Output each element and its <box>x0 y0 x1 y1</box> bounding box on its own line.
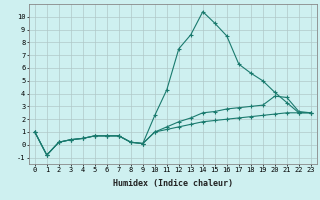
X-axis label: Humidex (Indice chaleur): Humidex (Indice chaleur) <box>113 179 233 188</box>
